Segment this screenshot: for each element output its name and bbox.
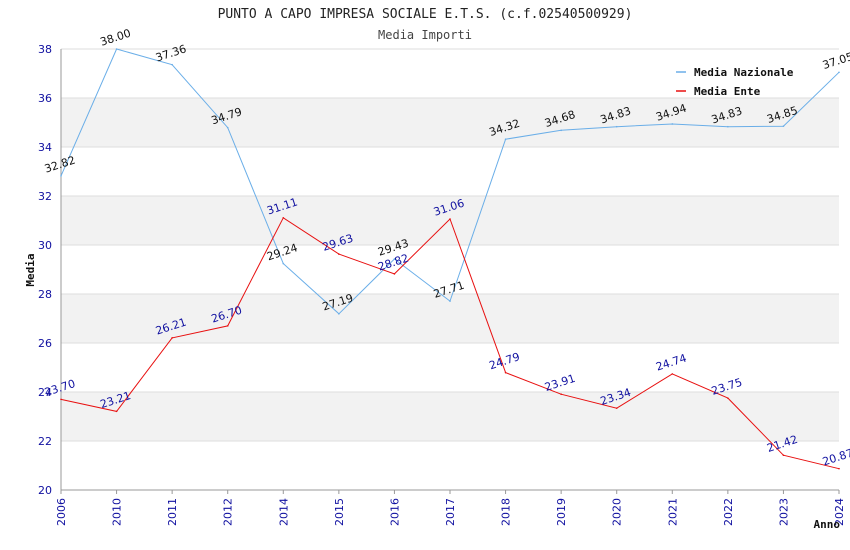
data-point — [449, 218, 451, 220]
y-tick-label: 32 — [38, 190, 52, 203]
x-tick-label: 2020 — [611, 498, 624, 526]
data-point — [226, 126, 229, 129]
x-tick-label: 2015 — [333, 498, 346, 526]
x-tick-label: 2014 — [277, 498, 290, 526]
grid-bands — [61, 48, 839, 491]
y-tick-label: 36 — [38, 92, 52, 105]
x-tick-label: 2010 — [111, 498, 124, 526]
legend-label: Media Ente — [694, 85, 761, 98]
x-tick-label: 2016 — [388, 498, 401, 526]
y-tick-label: 20 — [38, 484, 52, 497]
data-point — [671, 123, 674, 125]
y-tick-label: 38 — [38, 43, 52, 56]
chart-subtitle: Media Importi — [378, 28, 472, 42]
x-tick-label: 2021 — [666, 498, 679, 526]
x-tick-label: 2019 — [555, 498, 568, 526]
data-point — [282, 217, 285, 219]
x-tick-label: 2017 — [444, 498, 457, 526]
grid-band — [61, 392, 839, 441]
data-point — [727, 125, 729, 128]
x-tick-label: 2018 — [500, 498, 513, 526]
data-point — [393, 273, 396, 275]
data-point — [838, 71, 840, 74]
data-point — [560, 393, 562, 396]
data-point — [282, 262, 285, 265]
series-lines — [60, 48, 840, 470]
y-tick-label: 34 — [38, 141, 52, 154]
data-point — [560, 129, 562, 132]
x-tick-label: 2024 — [833, 498, 846, 526]
y-tick-label: 26 — [38, 337, 52, 350]
x-tick-label: 2011 — [166, 498, 179, 526]
data-point — [115, 410, 118, 413]
data-label: 38.00 — [99, 27, 133, 49]
data-point — [60, 175, 62, 177]
x-tick-label: 2012 — [222, 498, 235, 526]
data-point — [171, 63, 173, 66]
x-tick-label: 2023 — [777, 498, 790, 526]
y-tick-label: 24 — [38, 386, 52, 399]
data-point — [615, 407, 618, 409]
data-point — [504, 138, 507, 140]
data-point — [615, 125, 618, 128]
chart-title: PUNTO A CAPO IMPRESA SOCIALE E.T.S. (c.f… — [218, 7, 633, 22]
data-point — [338, 253, 340, 255]
data-point — [171, 337, 173, 339]
grid-band — [61, 196, 839, 245]
x-axis-label: Anno — [814, 518, 841, 531]
y-axis-label: Media — [24, 253, 37, 286]
grid-band — [61, 98, 839, 147]
legend: Media Nazionale Media Ente — [676, 66, 794, 98]
legend-label: Media Nazionale — [694, 66, 794, 79]
data-point — [727, 397, 729, 399]
y-tick-label: 28 — [38, 288, 52, 301]
data-point — [226, 325, 229, 327]
y-tick-label: 22 — [38, 435, 52, 448]
data-point — [449, 300, 451, 302]
data-point — [393, 258, 396, 260]
data-point — [60, 398, 62, 401]
data-point — [838, 467, 840, 470]
y-tick-label: 30 — [38, 239, 52, 252]
data-point — [671, 373, 674, 375]
data-point — [782, 125, 785, 127]
x-tick-label: 2022 — [722, 498, 735, 526]
x-tick-label: 2006 — [55, 498, 68, 526]
grid-band — [61, 294, 839, 343]
data-point — [782, 454, 785, 457]
data-point — [338, 313, 340, 315]
data-point — [115, 48, 118, 50]
data-point — [504, 371, 507, 374]
